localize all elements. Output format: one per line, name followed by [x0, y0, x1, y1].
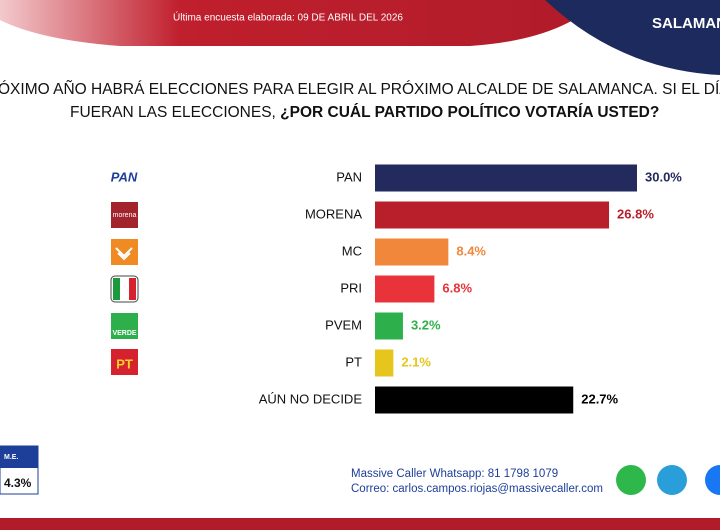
value-label: 6.8%	[442, 280, 472, 295]
value-label: 2.1%	[401, 354, 431, 369]
logo-pri-green	[113, 278, 120, 300]
city: SALAMAN	[652, 15, 720, 32]
value-label: 22.7%	[581, 391, 618, 406]
bar	[375, 238, 449, 266]
survey-date: Última encuesta elaborada: 09 DE ABRIL D…	[173, 11, 403, 24]
logo-pt-box	[111, 349, 138, 375]
category-label: MORENA	[305, 206, 362, 221]
logo-verde: VERDE	[112, 330, 136, 337]
logos: PAN morena VERDE PT	[110, 169, 139, 375]
bar	[375, 312, 403, 340]
value-label: 26.8%	[617, 206, 654, 221]
question-line: FUERAN LAS ELECCIONES, ¿POR CUÁL PARTIDO…	[70, 104, 659, 121]
bar	[375, 201, 610, 229]
logo-verde-box	[111, 313, 138, 339]
category-label: PVEM	[325, 317, 362, 332]
question-plain: FUERAN LAS ELECCIONES,	[70, 104, 280, 121]
category-label: PRI	[340, 280, 362, 295]
logo-pt: PT	[116, 356, 133, 371]
logo-mc-mark	[115, 247, 133, 261]
bar	[375, 275, 435, 303]
question-line: ÓXIMO AÑO HABRÁ ELECCIONES PARA ELEGIR A…	[0, 81, 720, 98]
category-label: PAN	[336, 169, 362, 184]
bar	[375, 386, 574, 414]
logo-pri-red	[129, 278, 136, 300]
value-label: 8.4%	[456, 243, 486, 258]
logo-morena-box	[111, 202, 138, 228]
question-bold: ¿POR CUÁL PARTIDO POLÍTICO VOTARÍA USTED…	[280, 104, 659, 121]
bar	[375, 164, 637, 192]
logo-pan: PAN	[111, 169, 138, 184]
header-band	[0, 0, 600, 46]
logo-mc	[111, 239, 138, 265]
facebook-icon[interactable]	[705, 465, 720, 495]
logo-morena: morena	[113, 212, 137, 219]
value-label: 3.2%	[411, 317, 441, 332]
margin-value: 4.3%	[4, 476, 32, 490]
margin-label: M.E.	[4, 454, 18, 461]
footer-whatsapp: Massive Caller Whatsapp: 81 1798 1079	[351, 468, 558, 480]
footer-email: Correo: carlos.campos.riojas@massivecall…	[351, 483, 603, 495]
header-city-band	[545, 0, 720, 75]
footer-band	[0, 518, 720, 530]
telegram-icon[interactable]	[657, 465, 687, 495]
bar	[375, 349, 394, 377]
category-label: MC	[342, 243, 362, 258]
whatsapp-icon[interactable]	[616, 465, 646, 495]
margin-header	[0, 446, 38, 468]
category-label: AÚN NO DECIDE	[259, 391, 363, 406]
category-label: PT	[345, 354, 362, 369]
bar-chart: PAN 30.0% MORENA 26.8% MC 8.4% PRI 6.8% PVEM 3.2%…	[259, 164, 682, 414]
value-label: 30.0%	[645, 169, 682, 184]
